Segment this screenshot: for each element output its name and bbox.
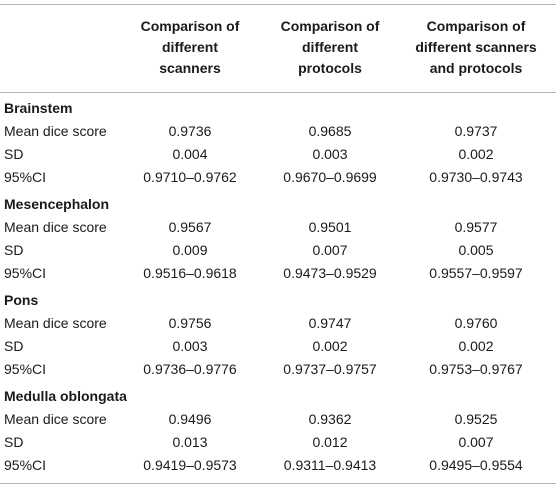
table-row: SD 0.009 0.007 0.005 (0, 239, 556, 262)
table-row: SD 0.004 0.003 0.002 (0, 143, 556, 166)
table-row: Mean dice score 0.9736 0.9685 0.9737 (0, 120, 556, 143)
cell-value: 0.9737 (454, 123, 498, 139)
cell-value: 0.004 (172, 146, 208, 162)
row-label: SD (4, 338, 24, 354)
cell-value: 0.9567 (168, 219, 212, 235)
cell-value: 0.002 (312, 338, 348, 354)
cell-value: 0.9756 (168, 315, 212, 331)
column-header-scanners: Comparison of different scanners (140, 18, 240, 76)
cell-value: 0.007 (458, 434, 494, 450)
cell-value: 0.002 (458, 338, 494, 354)
cell-value: 0.013 (172, 434, 208, 450)
row-label: Mean dice score (4, 315, 107, 331)
row-label: Mean dice score (4, 219, 107, 235)
cell-value: 0.9737–0.9757 (283, 361, 377, 377)
table-row: 95%CI 0.9710–0.9762 0.9670–0.9699 0.9730… (0, 166, 556, 189)
cell-value: 0.9501 (308, 219, 352, 235)
cell-value: 0.9730–0.9743 (429, 169, 523, 185)
cell-value: 0.9516–0.9618 (143, 265, 237, 281)
section-medulla-oblongata: Medulla oblongata Mean dice score 0.9496… (0, 384, 556, 477)
cell-value: 0.005 (458, 242, 494, 258)
cell-value: 0.9496 (168, 411, 212, 427)
section-title: Mesencephalon (4, 196, 110, 212)
cell-value: 0.009 (172, 242, 208, 258)
column-header-scanners-and-protocols: Comparison of different scanners and pro… (415, 18, 537, 76)
bottom-rule (0, 483, 556, 484)
row-label: 95%CI (4, 265, 47, 281)
section-brainstem: Brainstem Mean dice score 0.9736 0.9685 … (0, 96, 556, 189)
cell-value: 0.9670–0.9699 (283, 169, 377, 185)
cell-value: 0.003 (172, 338, 208, 354)
column-header-protocols: Comparison of different protocols (280, 18, 380, 76)
table-header: Comparison of different scanners Compari… (0, 4, 556, 92)
section-title: Brainstem (4, 100, 73, 116)
cell-value: 0.9495–0.9554 (429, 457, 523, 473)
section-title: Medulla oblongata (4, 388, 127, 404)
cell-value: 0.9473–0.9529 (283, 265, 377, 281)
cell-value: 0.9753–0.9767 (429, 361, 523, 377)
cell-value: 0.012 (312, 434, 348, 450)
cell-value: 0.9736 (168, 123, 212, 139)
cell-value: 0.9685 (308, 123, 352, 139)
row-label: Mean dice score (4, 411, 107, 427)
cell-value: 0.003 (312, 146, 348, 162)
table-row: 95%CI 0.9736–0.9776 0.9737–0.9757 0.9753… (0, 358, 556, 381)
cell-value: 0.9760 (454, 315, 498, 331)
row-label: 95%CI (4, 169, 47, 185)
row-label: 95%CI (4, 361, 47, 377)
cell-value: 0.9747 (308, 315, 352, 331)
cell-value: 0.9362 (308, 411, 352, 427)
cell-value: 0.007 (312, 242, 348, 258)
section-mesencephalon: Mesencephalon Mean dice score 0.9567 0.9… (0, 192, 556, 285)
table-row: SD 0.013 0.012 0.007 (0, 431, 556, 454)
cell-value: 0.9710–0.9762 (143, 169, 237, 185)
table-row: Mean dice score 0.9496 0.9362 0.9525 (0, 408, 556, 431)
cell-value: 0.9557–0.9597 (429, 265, 523, 281)
table-row: SD 0.003 0.002 0.002 (0, 335, 556, 358)
header-rule (0, 92, 556, 93)
table-body: Brainstem Mean dice score 0.9736 0.9685 … (0, 96, 556, 480)
cell-value: 0.9577 (454, 219, 498, 235)
cell-value: 0.9736–0.9776 (143, 361, 237, 377)
row-label: SD (4, 434, 24, 450)
table-row: Mean dice score 0.9567 0.9501 0.9577 (0, 216, 556, 239)
table-row: 95%CI 0.9419–0.9573 0.9311–0.9413 0.9495… (0, 454, 556, 477)
row-label: SD (4, 242, 24, 258)
table-row: Mean dice score 0.9756 0.9747 0.9760 (0, 312, 556, 335)
row-label: 95%CI (4, 457, 47, 473)
cell-value: 0.9419–0.9573 (143, 457, 237, 473)
cell-value: 0.9525 (454, 411, 498, 427)
section-pons: Pons Mean dice score 0.9756 0.9747 0.976… (0, 288, 556, 381)
cell-value: 0.002 (458, 146, 494, 162)
row-label: SD (4, 146, 24, 162)
table-row: 95%CI 0.9516–0.9618 0.9473–0.9529 0.9557… (0, 262, 556, 285)
section-title: Pons (4, 292, 39, 308)
cell-value: 0.9311–0.9413 (283, 457, 377, 473)
top-rule (0, 4, 556, 5)
row-label: Mean dice score (4, 123, 107, 139)
